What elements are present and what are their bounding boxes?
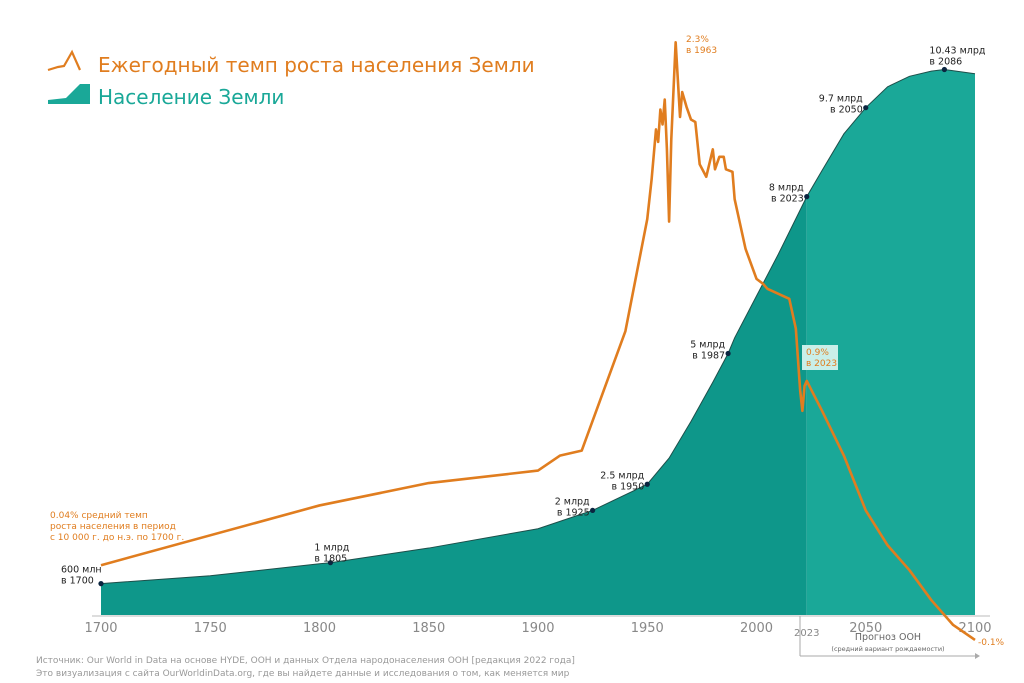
current-year: в 2023 [806,359,837,369]
population-marker [804,194,810,200]
population-label: 600 млн [61,565,102,576]
x-tick-label: 1950 [631,621,664,636]
x-tick-label: 1750 [194,621,227,636]
population-label: в 1925 [557,507,590,518]
x-tick-label: 2023 [794,628,819,639]
source-line: Источник: Our World in Data на основе HY… [36,656,575,666]
population-label: в 1805 [314,554,347,565]
x-tick-label: 1900 [521,621,554,636]
population-marker [725,350,731,357]
population-label: 2 млрд [555,496,590,507]
x-tick-label: 1850 [412,621,445,636]
population-label: 5 млрд [690,340,725,351]
current-rate-annotation: 0.9% в 2023 [802,345,838,370]
population-label: в 1950 [611,481,644,492]
legend: Ежегодный темп роста населения Земли Нас… [47,49,535,109]
population-outline [100,69,976,585]
legend-growth: Ежегодный темп роста населения Земли [98,53,535,77]
forecast-title: Прогноз ООН [855,632,921,643]
peak-rate: 2.3% [686,35,709,45]
population-area-forecast [806,69,975,616]
x-tick-label: 2000 [740,621,773,636]
population-marker [941,66,948,73]
x-tick-label: 2100 [958,621,991,636]
population-marker [590,507,596,513]
forecast-subtitle: (средний вариант рождаемости) [831,645,944,653]
population-label: 1 млрд [314,543,349,554]
population-marker [863,105,869,111]
peak-year: в 1963 [686,46,717,56]
x-tick-label: 1700 [84,621,117,636]
source-line: Это визуализация с сайта OurWorldinData.… [36,669,570,679]
current-rate: 0.9% [806,348,829,358]
population-marker [644,481,650,487]
prehistoric-note: 0.04% средний темп роста населения в пер… [50,511,184,543]
prehistoric-note-line: с 10 000 г. до н.э. по 1700 г. [50,533,184,543]
growth-line-icon [47,49,82,72]
population-area-icon [48,84,90,104]
growth-rate-line [100,40,976,641]
legend-population: Население Земли [98,85,284,109]
prehistoric-note-line: роста населения в период [50,522,176,532]
population-area-historical [101,196,807,615]
population-label: в 2086 [929,57,962,68]
x-tick-label: 2050 [849,621,882,636]
prehistoric-note-line: 0.04% средний темп [50,511,148,521]
population-marker [98,581,104,587]
population-label: в 2050 [830,105,863,116]
population-label: в 1700 [61,576,94,587]
population-marker [327,560,334,566]
population-label: в 1987 [692,351,725,362]
population-label: 2.5 млрд [600,470,644,481]
peak-annotation: 2.3% в 1963 [686,35,717,56]
population-label: 8 млрд [769,183,804,194]
population-label: 9.7 млрд [819,94,863,105]
population-label: в 2023 [771,194,804,205]
end-rate-label: -0.1% [978,638,1005,648]
forecast-bracket: Прогноз ООН (средний вариант рождаемости… [799,616,980,659]
population-label: 10.43 млрд [929,46,985,57]
x-tick-label: 1800 [303,621,336,636]
